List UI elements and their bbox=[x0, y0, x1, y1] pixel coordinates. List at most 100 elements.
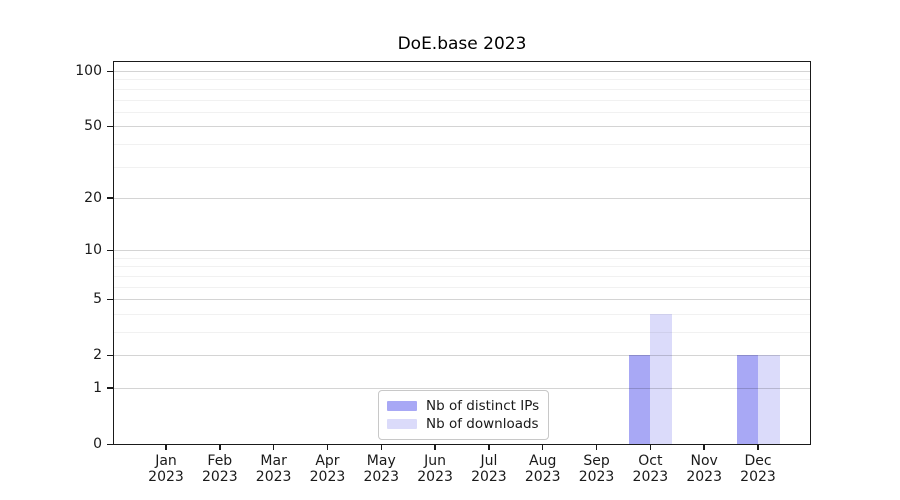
x-tick-year: 2023 bbox=[632, 469, 669, 485]
x-tick-month: Jan bbox=[155, 453, 177, 469]
x-tick-month: Nov bbox=[690, 453, 718, 469]
legend-row: Nb of distinct IPs bbox=[387, 397, 539, 415]
y-tick-label: 10 bbox=[84, 242, 102, 259]
x-tick-label: Aug 2023 bbox=[511, 453, 575, 485]
x-tick-label: Nov 2023 bbox=[672, 453, 736, 485]
major-gridline bbox=[114, 387, 810, 389]
bar-distinct-ips-oct bbox=[628, 355, 651, 444]
x-tick-label: Dec 2023 bbox=[726, 453, 790, 485]
y-tick-label: 5 bbox=[93, 291, 102, 308]
x-tick-month: Mar bbox=[260, 453, 287, 469]
x-tick-mark bbox=[649, 444, 652, 450]
legend-label: Nb of distinct IPs bbox=[426, 398, 540, 414]
minor-gridline bbox=[114, 257, 810, 259]
y-tick-mark bbox=[107, 249, 113, 252]
y-tick-mark bbox=[107, 197, 113, 199]
legend: Nb of distinct IPs Nb of downloads bbox=[378, 390, 550, 440]
x-tick-label: Mar 2023 bbox=[242, 453, 306, 485]
minor-gridline bbox=[114, 143, 810, 145]
x-tick-month: Jun bbox=[424, 453, 447, 469]
y-tick-mark bbox=[107, 387, 113, 389]
y-tick-mark bbox=[107, 443, 113, 445]
x-tick-year: 2023 bbox=[255, 469, 292, 485]
x-tick-mark bbox=[757, 444, 759, 450]
y-tick-label: 20 bbox=[84, 189, 102, 206]
minor-gridline bbox=[114, 266, 810, 268]
y-tick-label: 1 bbox=[93, 379, 102, 396]
bar-downloads-oct bbox=[650, 313, 672, 444]
y-tick-label: 100 bbox=[75, 63, 102, 80]
x-tick-year: 2023 bbox=[309, 469, 346, 485]
y-tick-mark bbox=[107, 70, 113, 73]
x-tick-month: Jul bbox=[480, 453, 498, 469]
y-tick-mark bbox=[107, 354, 113, 357]
bar-downloads-dec bbox=[758, 355, 780, 444]
major-gridline bbox=[114, 250, 810, 252]
x-tick-year: 2023 bbox=[417, 469, 453, 485]
gridlines-layer bbox=[114, 62, 810, 444]
legend-label: Nb of downloads bbox=[426, 416, 539, 432]
x-tick-label: Feb 2023 bbox=[188, 453, 252, 485]
minor-gridline bbox=[114, 286, 810, 288]
minor-gridline bbox=[114, 331, 810, 333]
x-tick-label: Apr 2023 bbox=[295, 453, 359, 485]
x-tick-year: 2023 bbox=[148, 469, 184, 485]
x-tick-label: May 2023 bbox=[349, 453, 413, 485]
x-tick-month: May bbox=[366, 453, 396, 469]
y-tick-label: 2 bbox=[93, 347, 102, 364]
major-gridline bbox=[114, 126, 810, 128]
legend-swatch bbox=[387, 419, 417, 429]
x-tick-year: 2023 bbox=[686, 469, 722, 485]
minor-gridline bbox=[114, 313, 810, 315]
x-tick-mark bbox=[434, 444, 436, 450]
y-tick-mark bbox=[107, 125, 113, 128]
minor-gridline bbox=[114, 79, 810, 81]
minor-gridline bbox=[114, 111, 810, 113]
x-tick-year: 2023 bbox=[578, 469, 615, 485]
x-tick-year: 2023 bbox=[524, 469, 561, 485]
major-gridline bbox=[114, 299, 810, 301]
major-gridline bbox=[114, 197, 810, 199]
x-tick-label: Jan 2023 bbox=[134, 453, 198, 485]
x-tick-mark bbox=[380, 444, 383, 450]
x-tick-mark bbox=[272, 444, 275, 450]
y-tick-label: 0 bbox=[93, 436, 102, 452]
minor-gridline bbox=[114, 88, 810, 90]
x-tick-month: Aug bbox=[529, 453, 557, 469]
x-tick-label: Jun 2023 bbox=[403, 453, 467, 485]
y-tick-mark bbox=[107, 298, 113, 301]
x-tick-label: Jul 2023 bbox=[457, 453, 521, 485]
major-gridline bbox=[114, 71, 810, 73]
legend-swatch bbox=[387, 401, 417, 411]
chart-title: DoE.base 2023 bbox=[397, 34, 527, 54]
bar-distinct-ips-dec bbox=[736, 355, 758, 444]
minor-gridline bbox=[114, 166, 810, 168]
major-gridline bbox=[114, 355, 810, 357]
x-tick-month: Oct bbox=[638, 453, 663, 469]
x-tick-mark bbox=[326, 444, 329, 450]
plot-area: 0 1 2 5 10 20 50 100 Jan 2023 Feb 2023 Mar 2023 Apr 202… bbox=[75, 61, 811, 485]
x-tick-label: Oct 2023 bbox=[618, 453, 682, 485]
x-tick-mark bbox=[703, 444, 705, 450]
minor-gridline bbox=[114, 275, 810, 277]
x-tick-month: Apr bbox=[315, 453, 340, 469]
x-tick-month: Dec bbox=[744, 453, 772, 469]
x-tick-year: 2023 bbox=[740, 469, 776, 485]
axis-ticks-layer: 0 1 2 5 10 20 50 100 Jan 2023 Feb 2023 Mar 2023 Apr 202… bbox=[75, 62, 810, 485]
bars-layer bbox=[114, 62, 810, 444]
x-tick-mark bbox=[541, 444, 544, 450]
x-tick-label: Sep 2023 bbox=[565, 453, 629, 485]
x-tick-mark bbox=[219, 444, 221, 450]
x-tick-year: 2023 bbox=[363, 469, 400, 485]
minor-gridline bbox=[114, 99, 810, 101]
x-tick-month: Sep bbox=[583, 453, 610, 469]
x-tick-year: 2023 bbox=[471, 469, 507, 485]
legend-row: Nb of downloads bbox=[387, 415, 539, 433]
x-tick-mark bbox=[595, 444, 598, 450]
x-tick-mark bbox=[488, 444, 490, 450]
x-tick-year: 2023 bbox=[201, 469, 238, 485]
x-tick-mark bbox=[165, 444, 167, 450]
y-tick-label: 50 bbox=[84, 118, 102, 135]
x-tick-month: Feb bbox=[207, 453, 233, 469]
